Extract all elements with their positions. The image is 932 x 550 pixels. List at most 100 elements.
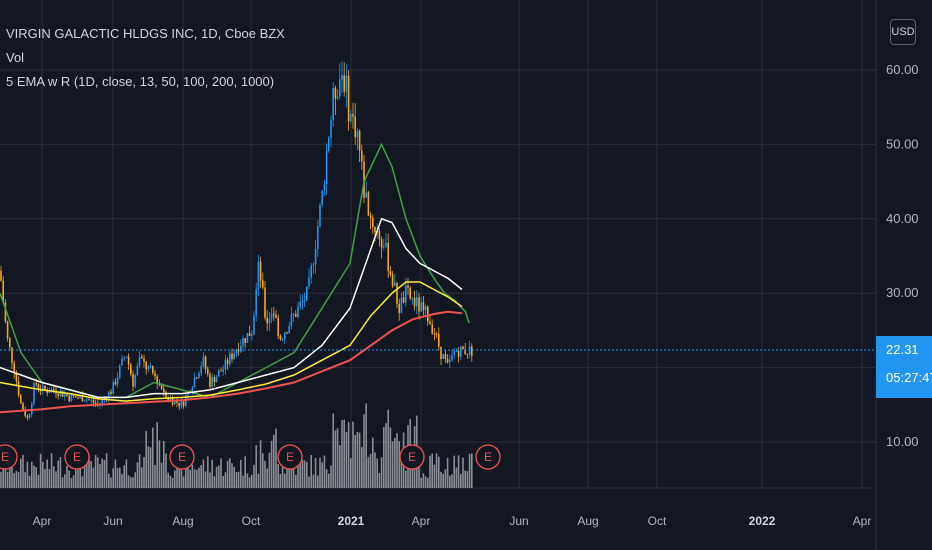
earnings-marker[interactable]: E bbox=[0, 444, 18, 470]
candle-body bbox=[433, 333, 436, 335]
earnings-marker[interactable]: E bbox=[64, 444, 90, 470]
price-axis-label: 60.00 bbox=[886, 62, 919, 77]
volume-bar bbox=[257, 473, 260, 488]
volume-bar bbox=[193, 469, 196, 488]
volume-indicator-label[interactable]: Vol bbox=[6, 50, 25, 65]
volume-bar bbox=[68, 470, 70, 488]
time-axis-label: Aug bbox=[577, 514, 598, 528]
candle-body bbox=[466, 353, 469, 355]
candle-body bbox=[440, 346, 442, 359]
candle-body bbox=[288, 325, 290, 334]
candle-body bbox=[264, 287, 266, 318]
earnings-marker-circle bbox=[0, 444, 18, 470]
candle-body bbox=[114, 381, 117, 385]
candle-body bbox=[446, 358, 449, 363]
earnings-marker-label: E bbox=[178, 450, 186, 464]
volume-bar bbox=[198, 467, 200, 488]
candle-body bbox=[108, 391, 110, 400]
volume-bar bbox=[33, 465, 35, 488]
earnings-marker-label: E bbox=[408, 450, 416, 464]
volume-bar bbox=[114, 459, 117, 488]
volume-bar bbox=[178, 453, 180, 488]
volume-bar bbox=[103, 459, 106, 488]
candle-body bbox=[471, 346, 473, 356]
candle-body bbox=[180, 401, 183, 407]
candle-body bbox=[299, 302, 301, 307]
earnings-marker[interactable]: E bbox=[169, 444, 195, 470]
volume-bar bbox=[325, 469, 328, 488]
candle-body bbox=[268, 318, 271, 324]
volume-bar bbox=[431, 453, 433, 488]
volume-bar bbox=[378, 472, 381, 488]
volume-bar bbox=[363, 414, 365, 488]
volume-bar bbox=[266, 468, 268, 488]
volume-bar bbox=[110, 477, 112, 488]
volume-bar bbox=[365, 403, 367, 488]
earnings-marker[interactable]: E bbox=[475, 444, 501, 470]
volume-bar bbox=[424, 476, 427, 488]
earnings-marker[interactable]: E bbox=[399, 444, 425, 470]
candle-body bbox=[286, 332, 288, 334]
volume-bar bbox=[72, 475, 75, 488]
volume-bar bbox=[264, 460, 266, 488]
candle-body bbox=[26, 415, 29, 418]
candle-body bbox=[413, 298, 416, 307]
candle-body bbox=[361, 150, 363, 162]
volume-bar bbox=[75, 459, 77, 488]
candle-body bbox=[240, 345, 242, 352]
volume-bar bbox=[464, 470, 466, 488]
candle-body bbox=[363, 161, 365, 198]
candle-body bbox=[343, 75, 345, 92]
volume-bar bbox=[356, 431, 359, 488]
volume-bar bbox=[248, 477, 251, 488]
volume-bar bbox=[440, 471, 442, 488]
earnings-marker-circle bbox=[475, 444, 501, 470]
earnings-marker[interactable]: E bbox=[277, 444, 303, 470]
volume-bar bbox=[336, 428, 339, 488]
volume-bar bbox=[132, 477, 134, 488]
volume-bar bbox=[462, 457, 464, 488]
volume-bar bbox=[453, 455, 455, 488]
candle-body bbox=[20, 395, 22, 404]
volume-bar bbox=[354, 435, 356, 488]
volume-bar bbox=[2, 456, 4, 488]
earnings-marker-circle bbox=[277, 444, 303, 470]
volume-bar bbox=[288, 462, 290, 488]
candle-body bbox=[90, 399, 92, 401]
volume-bar bbox=[121, 473, 123, 488]
candle-body bbox=[372, 217, 374, 227]
candle-body bbox=[345, 75, 348, 92]
candle-body bbox=[442, 354, 444, 359]
candle-body bbox=[420, 302, 422, 312]
volume-bar bbox=[42, 461, 44, 488]
candle-body bbox=[13, 363, 15, 374]
price-axis-label: 10.00 bbox=[886, 434, 919, 449]
time-axis-label: Aug bbox=[172, 514, 193, 528]
candle-body bbox=[138, 356, 141, 366]
candle-body bbox=[191, 387, 194, 393]
candle-body bbox=[48, 392, 51, 394]
candle-body bbox=[119, 365, 121, 378]
candle-body bbox=[182, 401, 185, 406]
volume-bar bbox=[345, 431, 348, 488]
volume-bar bbox=[160, 462, 163, 488]
volume-bar bbox=[383, 427, 385, 488]
volume-bar bbox=[396, 433, 398, 488]
candle-body bbox=[160, 384, 163, 389]
candle-body bbox=[152, 366, 154, 373]
candle-body bbox=[416, 297, 418, 307]
candle-body bbox=[356, 130, 359, 138]
candle-body bbox=[178, 402, 180, 407]
time-axis[interactable]: Apr Jun Aug Oct 2021 Apr Jun Aug Oct 2022 Apr bbox=[33, 514, 872, 528]
currency-button[interactable]: USD bbox=[890, 19, 916, 45]
candle-body bbox=[0, 270, 2, 281]
candle-body bbox=[202, 356, 205, 367]
ema-indicator-label[interactable]: 5 EMA w R (1D, close, 13, 50, 100, 200, … bbox=[6, 74, 275, 89]
volume-bar bbox=[55, 471, 57, 488]
candle-body bbox=[231, 353, 233, 360]
volume-bar bbox=[352, 421, 354, 488]
symbol-title[interactable]: VIRGIN GALACTIC HLDGS INC, 1D, Cboe BZX bbox=[6, 26, 285, 41]
candle-body bbox=[281, 338, 284, 340]
price-axis[interactable]: 60.00 50.00 40.00 30.00 10.00 bbox=[886, 62, 919, 449]
